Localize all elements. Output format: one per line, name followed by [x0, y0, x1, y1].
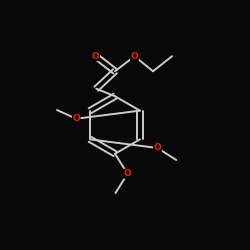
Text: O: O — [72, 114, 80, 123]
Text: O: O — [130, 52, 138, 61]
Text: O: O — [124, 169, 132, 178]
Text: O: O — [92, 52, 100, 61]
Text: O: O — [154, 144, 162, 152]
